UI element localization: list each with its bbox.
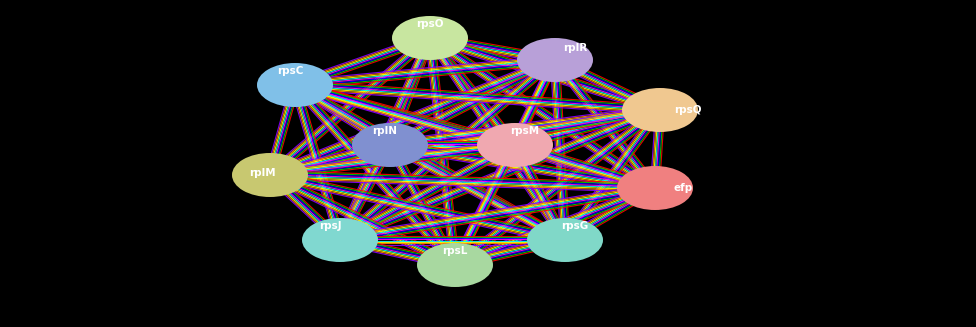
Ellipse shape: [477, 123, 553, 167]
Text: rplM: rplM: [249, 168, 275, 178]
Text: rpsG: rpsG: [561, 221, 589, 231]
Text: rplN: rplN: [373, 126, 397, 136]
Ellipse shape: [232, 153, 308, 197]
Text: rpsL: rpsL: [442, 246, 468, 256]
Ellipse shape: [257, 63, 333, 107]
Ellipse shape: [622, 88, 698, 132]
Ellipse shape: [527, 218, 603, 262]
Text: rplR: rplR: [563, 43, 588, 53]
Ellipse shape: [617, 166, 693, 210]
Text: rpsQ: rpsQ: [674, 105, 702, 115]
Ellipse shape: [517, 38, 593, 82]
Ellipse shape: [417, 243, 493, 287]
Text: rpsO: rpsO: [416, 19, 444, 29]
Ellipse shape: [392, 16, 468, 60]
Text: rpsM: rpsM: [510, 126, 540, 136]
Text: efp: efp: [673, 183, 693, 193]
Text: rpsC: rpsC: [277, 66, 304, 76]
Ellipse shape: [302, 218, 378, 262]
Ellipse shape: [352, 123, 428, 167]
Text: rpsJ: rpsJ: [319, 221, 342, 231]
